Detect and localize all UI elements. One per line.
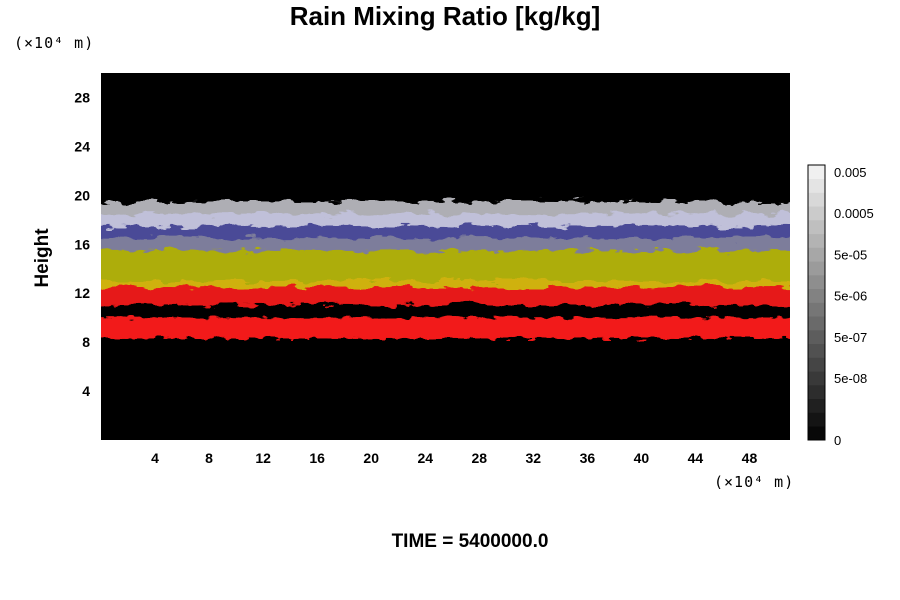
colorbar-level bbox=[808, 385, 825, 400]
colorbar-level bbox=[808, 288, 825, 303]
y-axis-unit: (×10⁴ m) bbox=[14, 34, 95, 52]
x-tick-label: 44 bbox=[688, 450, 704, 466]
colorbar-level bbox=[808, 343, 825, 358]
x-tick-label: 36 bbox=[580, 450, 596, 466]
colorbar-level bbox=[808, 426, 825, 441]
colorbar-level bbox=[808, 275, 825, 290]
y-tick-label: 8 bbox=[82, 334, 90, 350]
x-tick-label: 40 bbox=[634, 450, 650, 466]
colorbar-level bbox=[808, 247, 825, 262]
y-tick-label: 24 bbox=[74, 138, 90, 154]
chart-title: Rain Mixing Ratio [kg/kg] bbox=[289, 1, 601, 31]
colorbar-level bbox=[808, 206, 825, 221]
colorbar-level bbox=[808, 316, 825, 331]
colorbar-level bbox=[808, 412, 825, 427]
x-tick-label: 20 bbox=[363, 450, 379, 466]
x-tick-label: 28 bbox=[471, 450, 487, 466]
x-tick-label: 4 bbox=[151, 450, 159, 466]
colorbar-level bbox=[808, 178, 825, 193]
colorbar-level bbox=[808, 357, 825, 372]
x-tick-label: 32 bbox=[526, 450, 542, 466]
x-tick-label: 12 bbox=[255, 450, 271, 466]
colorbar-tick-label: 0.0005 bbox=[834, 206, 874, 221]
colorbar-frame bbox=[807, 164, 826, 441]
y-tick-label: 12 bbox=[74, 285, 90, 301]
x-tick-label: 8 bbox=[205, 450, 213, 466]
colorbar-level bbox=[808, 302, 825, 317]
field-layer-4 bbox=[101, 317, 790, 339]
y-tick-label: 16 bbox=[74, 236, 90, 252]
x-tick-label: 16 bbox=[309, 450, 325, 466]
colorbar-tick-label: 5e-08 bbox=[834, 371, 867, 386]
y-tick-label: 28 bbox=[74, 89, 90, 105]
x-tick-label: 48 bbox=[742, 450, 758, 466]
colorbar-tick-label: 5e-07 bbox=[834, 330, 867, 345]
x-axis-unit: (×10⁴ m) bbox=[714, 473, 795, 491]
colorbar-tick-label: 5e-06 bbox=[834, 289, 867, 304]
colorbar-level bbox=[808, 371, 825, 386]
colorbar-level bbox=[808, 165, 825, 180]
colorbar-level bbox=[808, 398, 825, 413]
time-label: TIME = 5400000.0 bbox=[391, 531, 549, 552]
y-tick-label: 20 bbox=[74, 187, 90, 203]
colorbar-tick-label: 0 bbox=[834, 433, 841, 448]
x-tick-label: 24 bbox=[417, 450, 433, 466]
colorbar-level bbox=[808, 220, 825, 235]
colorbar-tick-label: 5e-05 bbox=[834, 247, 867, 262]
colorbar-level bbox=[808, 233, 825, 248]
y-tick-label: 4 bbox=[82, 383, 90, 399]
field-layer-0 bbox=[101, 201, 790, 226]
colorbar-tick-label: 0.005 bbox=[834, 165, 867, 180]
colorbar-level bbox=[808, 192, 825, 207]
colorbar-level bbox=[808, 261, 825, 276]
colorbar-level bbox=[808, 330, 825, 345]
